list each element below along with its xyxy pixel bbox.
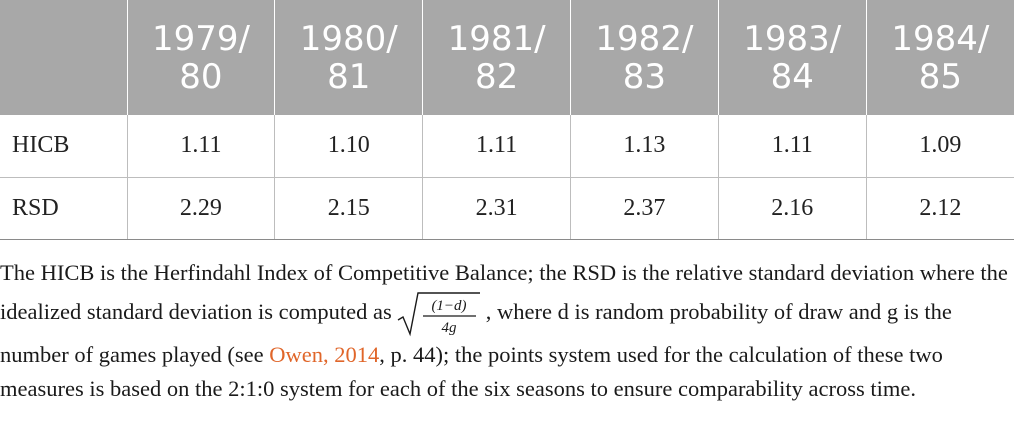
table-cell: 2.16 [717,177,867,240]
footnote-text-2: , where d is random probability of draw … [0,299,952,367]
table-footnote: The HICB is the Herfindahl Index of Comp… [0,256,1014,406]
header-cell-season: 1981/82 [422,0,571,115]
header-cell-season: 1982/83 [570,0,719,115]
table-cell: 2.31 [422,177,571,240]
footnote-text-1: The HICB is the Herfindahl Index of Comp… [0,260,1008,325]
table-cell: 1.09 [865,115,1014,178]
header-cell-season: 1983/84 [718,0,867,115]
header-cell-season: 1984/85 [891,18,990,97]
table-row-rsd: RSD 2.29 2.15 2.31 2.37 2.16 2.12 [0,177,1014,240]
header-cell-season: 1979/80 [127,0,276,115]
table-cell: 2.15 [274,177,423,240]
header-cell-empty [0,0,128,115]
table-cell: 1.11 [422,115,571,178]
table-cell: 2.12 [865,177,1014,240]
row-label: RSD [0,177,128,240]
table-cell: 1.13 [570,115,719,178]
table-cell: 2.29 [126,177,275,240]
formula-numerator: (1−d) [431,298,466,314]
table-cell: 1.11 [126,115,275,178]
competitive-balance-table: 1979/80 1980/81 1981/82 1982/83 1983/84 … [0,0,1014,240]
table-row-hicb: HICB 1.11 1.10 1.11 1.13 1.11 1.09 [0,115,1014,178]
row-label: HICB [0,115,128,178]
radical-sign [397,292,480,337]
header-row: 1979/80 1980/81 1981/82 1982/83 1983/84 … [0,0,1014,115]
table-cell: 1.11 [717,115,867,178]
header-cell-season: 1980/81 [274,0,424,115]
sqrt-formula: (1−d) 4g [397,292,480,337]
formula-denominator: 4g [441,320,457,336]
table-cell: 2.37 [570,177,719,240]
citation-link-owen-2014[interactable]: Owen, 2014 [269,342,380,367]
table-cell: 1.10 [274,115,423,178]
footnote-text-3: , p. 44); the points system used for the… [0,342,943,401]
data-table-container: 1979/80 1980/81 1981/82 1982/83 1983/84 … [0,0,1014,240]
